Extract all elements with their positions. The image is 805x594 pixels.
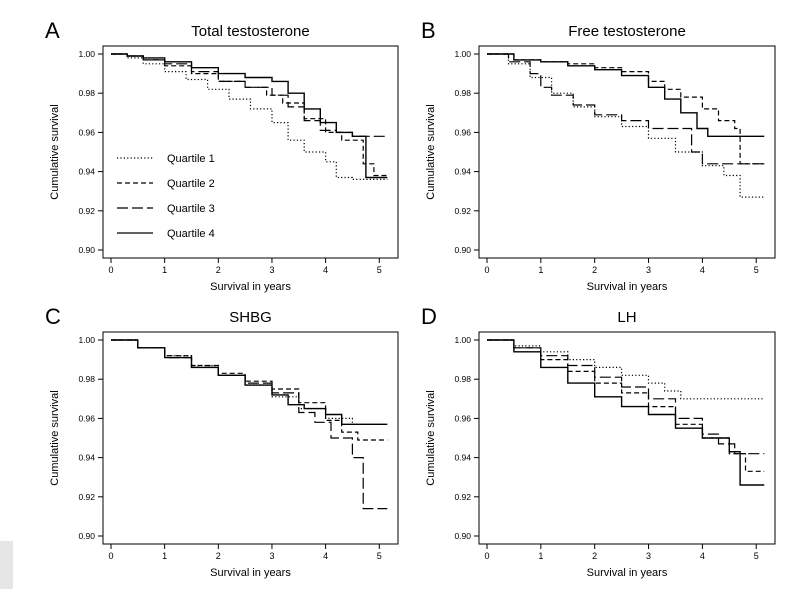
y-tick-label: 0.92	[78, 206, 95, 216]
x-axis-label: Survival in years	[587, 281, 668, 293]
series-quartile-3	[487, 53, 765, 165]
series-quartile-4	[111, 339, 388, 425]
x-tick-label: 1	[538, 265, 543, 275]
y-tick-label: 0.94	[78, 167, 95, 177]
y-tick-label: 0.92	[454, 492, 471, 502]
series-quartile-1	[487, 53, 765, 198]
y-axis-label: Cumulative survival	[49, 390, 61, 485]
y-tick-label: 1.00	[454, 49, 471, 59]
y-tick-label: 0.94	[78, 453, 95, 463]
series-quartile-2	[487, 339, 765, 472]
y-tick-label: 0.96	[78, 127, 95, 137]
series-quartile-1	[111, 53, 388, 180]
x-tick-label: 5	[754, 265, 759, 275]
panel-title: LH	[617, 309, 636, 326]
series-quartile-4	[487, 53, 765, 137]
x-tick-label: 0	[108, 551, 113, 561]
panel-d: D LH 0 1 2 3 4 5 0.90 0.92 0.94 0.96 0.98 1.00 Surviva…	[421, 304, 776, 579]
x-tick-label: 0	[108, 265, 113, 275]
series-quartile-1	[111, 339, 388, 425]
y-tick-label: 0.90	[78, 531, 95, 541]
y-tick-label: 0.90	[454, 245, 471, 255]
y-tick-label: 1.00	[454, 335, 471, 345]
x-tick-label: 3	[646, 551, 651, 561]
x-axis-label: Survival in years	[210, 567, 291, 579]
x-tick-label: 1	[162, 551, 167, 561]
y-tick-label: 1.00	[78, 49, 95, 59]
legend-label: Quartile 1	[167, 153, 215, 165]
plot-frame	[102, 45, 399, 259]
y-tick-label: 0.90	[78, 245, 95, 255]
x-tick-label: 3	[269, 551, 274, 561]
plot-frame	[478, 331, 776, 545]
x-tick-label: 5	[377, 551, 382, 561]
series-quartile-2	[487, 53, 765, 165]
y-tick-label: 0.94	[454, 453, 471, 463]
page-edge-tab	[0, 541, 13, 589]
x-tick-label: 5	[754, 551, 759, 561]
panel-b: B Free testosterone 0 1 2 3 4 5 0.90 0.92 0.94 0.96…	[421, 18, 776, 293]
panel-title: Total testosterone	[191, 23, 309, 40]
panel-letter: D	[421, 304, 437, 329]
legend-label: Quartile 2	[167, 178, 215, 190]
plot-frame	[102, 331, 399, 545]
panel-letter: C	[45, 304, 61, 329]
panel-title: SHBG	[229, 309, 272, 326]
panel-letter: B	[421, 18, 436, 43]
y-axis-label: Cumulative survival	[49, 104, 61, 199]
legend-label: Quartile 4	[167, 228, 215, 240]
y-tick-label: 0.92	[78, 492, 95, 502]
x-tick-label: 4	[700, 551, 705, 561]
x-tick-label: 2	[216, 265, 221, 275]
y-tick-label: 0.90	[454, 531, 471, 541]
x-tick-label: 3	[646, 265, 651, 275]
legend-label: Quartile 3	[167, 203, 215, 215]
legend: Quartile 1 Quartile 2 Quartile 3 Quartile 4	[117, 153, 215, 240]
x-tick-label: 4	[323, 265, 328, 275]
y-tick-label: 0.98	[454, 88, 471, 98]
y-tick-label: 0.96	[78, 413, 95, 423]
y-axis-label: Cumulative survival	[425, 104, 437, 199]
x-tick-label: 5	[377, 265, 382, 275]
x-tick-label: 4	[700, 265, 705, 275]
panel-a: A Total testosterone 0 1 2 3 4 5 0.90 0.92 0.94 0.9…	[45, 18, 399, 293]
x-tick-label: 1	[162, 265, 167, 275]
x-tick-label: 2	[592, 551, 597, 561]
y-tick-label: 0.96	[454, 127, 471, 137]
y-tick-label: 0.94	[454, 167, 471, 177]
y-tick-label: 0.96	[454, 413, 471, 423]
series-quartile-3	[487, 339, 765, 455]
series-quartile-2	[111, 53, 388, 177]
y-tick-label: 1.00	[78, 335, 95, 345]
y-axis-label: Cumulative survival	[425, 390, 437, 485]
x-tick-label: 2	[216, 551, 221, 561]
panel-letter: A	[45, 18, 60, 43]
y-tick-label: 0.92	[454, 206, 471, 216]
panel-c: C SHBG 0 1 2 3 4 5 0.90 0.92 0.94 0.96 0.98 1.00 Survi…	[45, 304, 399, 579]
x-tick-label: 0	[484, 265, 489, 275]
series-quartile-4	[487, 339, 765, 486]
series-quartile-4	[111, 53, 388, 179]
x-axis-label: Survival in years	[210, 281, 291, 293]
series-quartile-3	[111, 53, 388, 137]
x-axis-label: Survival in years	[587, 567, 668, 579]
x-tick-label: 0	[484, 551, 489, 561]
series-quartile-1	[487, 339, 765, 400]
x-tick-label: 2	[592, 265, 597, 275]
y-tick-label: 0.98	[78, 374, 95, 384]
panel-title: Free testosterone	[568, 23, 686, 40]
x-tick-label: 4	[323, 551, 328, 561]
x-tick-label: 3	[269, 265, 274, 275]
x-tick-label: 1	[538, 551, 543, 561]
y-tick-label: 0.98	[78, 88, 95, 98]
y-tick-label: 0.98	[454, 374, 471, 384]
plot-frame	[478, 45, 776, 259]
